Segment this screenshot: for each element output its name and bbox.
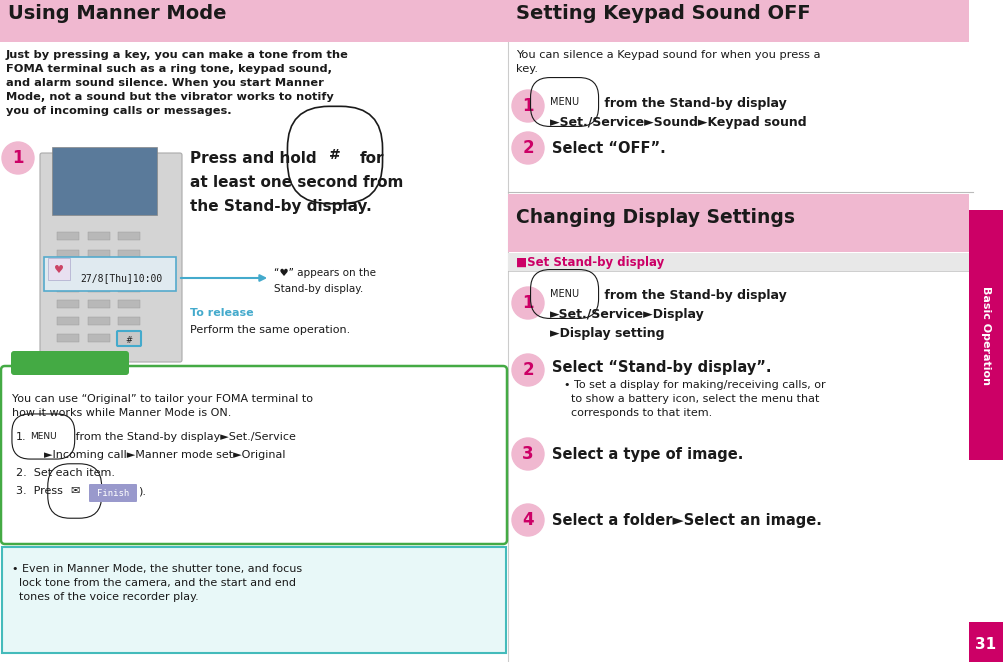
Text: Just by pressing a key, you can make a tone from the
FOMA terminal such as a rin: Just by pressing a key, you can make a t…: [6, 50, 348, 116]
Text: 1: 1: [522, 97, 534, 115]
Bar: [57, 300, 79, 308]
Bar: [88, 300, 110, 308]
Text: 2: 2: [522, 139, 534, 157]
Circle shape: [512, 90, 544, 122]
Text: Basic Operation: Basic Operation: [980, 285, 990, 385]
Text: 4: 4: [522, 511, 534, 529]
Bar: [508, 0, 968, 42]
Text: MENU: MENU: [550, 97, 579, 107]
Text: Changing Display Settings: Changing Display Settings: [516, 207, 794, 226]
Text: MENU: MENU: [550, 289, 579, 299]
Text: ■Set Stand-by display: ■Set Stand-by display: [516, 256, 664, 269]
Text: ►Set./Service►Sound►Keypad sound: ►Set./Service►Sound►Keypad sound: [550, 116, 805, 129]
Text: You can silence a Keypad sound for when you press a
key.: You can silence a Keypad sound for when …: [516, 50, 819, 74]
FancyBboxPatch shape: [2, 547, 506, 653]
Text: #: #: [125, 336, 132, 344]
FancyBboxPatch shape: [11, 351, 128, 375]
Bar: [57, 334, 79, 342]
Bar: [48, 258, 70, 280]
Text: Stand-by display.: Stand-by display.: [274, 284, 363, 294]
Text: Setting Keypad Sound OFF: Setting Keypad Sound OFF: [516, 3, 809, 23]
Bar: [88, 284, 110, 292]
Text: • Even in Manner Mode, the shutter tone, and focus
  lock tone from the camera, : • Even in Manner Mode, the shutter tone,…: [12, 564, 302, 602]
Text: ►Display setting: ►Display setting: [550, 327, 664, 340]
Bar: [57, 267, 79, 275]
Bar: [118, 284, 139, 292]
Text: the Stand-by display.: the Stand-by display.: [190, 199, 371, 214]
Circle shape: [512, 354, 544, 386]
Text: at least one second from: at least one second from: [190, 175, 403, 189]
Text: MENU: MENU: [30, 432, 56, 441]
Bar: [118, 300, 139, 308]
Text: from the Stand-by display: from the Stand-by display: [600, 97, 786, 110]
Text: Perform the same operation.: Perform the same operation.: [190, 325, 350, 335]
Bar: [52, 147, 156, 215]
Bar: [57, 317, 79, 325]
Bar: [57, 250, 79, 258]
Text: 1.: 1.: [16, 432, 27, 442]
Bar: [0, 0, 508, 42]
Circle shape: [2, 142, 34, 174]
Bar: [57, 284, 79, 292]
Text: ►Set./Service►Display: ►Set./Service►Display: [550, 308, 704, 321]
FancyBboxPatch shape: [40, 153, 182, 362]
Bar: [118, 334, 139, 342]
Text: Select a type of image.: Select a type of image.: [552, 447, 742, 462]
Bar: [118, 250, 139, 258]
Text: Press and hold: Press and hold: [190, 150, 316, 166]
Text: Select “OFF”.: Select “OFF”.: [552, 141, 665, 156]
Bar: [88, 267, 110, 275]
Bar: [508, 194, 968, 252]
Circle shape: [512, 504, 544, 536]
Bar: [118, 317, 139, 325]
Text: from the Stand-by display: from the Stand-by display: [600, 289, 786, 302]
Text: Finish: Finish: [96, 489, 129, 498]
Bar: [88, 250, 110, 258]
Text: Select “Stand-by display”.: Select “Stand-by display”.: [552, 360, 770, 375]
Text: Using Manner Mode: Using Manner Mode: [8, 3, 227, 23]
Text: ✉: ✉: [70, 486, 79, 496]
Text: ♥: ♥: [54, 265, 64, 275]
Text: 3.  Press: 3. Press: [16, 486, 66, 496]
Text: for: for: [360, 150, 384, 166]
FancyBboxPatch shape: [117, 331, 140, 346]
Text: 1: 1: [12, 149, 24, 167]
Text: ).: ).: [137, 486, 145, 496]
Text: You can use “Original” to tailor your FOMA terminal to
how it works while Manner: You can use “Original” to tailor your FO…: [12, 394, 313, 418]
Text: #: #: [329, 148, 341, 162]
Text: from the Stand-by display►Set./Service: from the Stand-by display►Set./Service: [72, 432, 296, 442]
Text: 31: 31: [975, 638, 996, 653]
Text: To release: To release: [190, 308, 254, 318]
Bar: [88, 334, 110, 342]
Bar: [88, 317, 110, 325]
Bar: [508, 0, 968, 662]
Text: 27/8[Thu]10:00: 27/8[Thu]10:00: [80, 273, 162, 283]
FancyBboxPatch shape: [1, 366, 507, 544]
Text: 2: 2: [522, 361, 534, 379]
Bar: [57, 232, 79, 240]
Text: 3: 3: [522, 445, 534, 463]
Text: ►Incoming call►Manner mode set►Original: ►Incoming call►Manner mode set►Original: [44, 450, 285, 460]
Bar: [968, 622, 1003, 662]
FancyBboxPatch shape: [89, 484, 136, 502]
Text: “♥” appears on the: “♥” appears on the: [274, 268, 376, 278]
Bar: [968, 210, 1003, 460]
FancyBboxPatch shape: [44, 257, 176, 291]
Text: 1: 1: [522, 294, 534, 312]
Circle shape: [512, 438, 544, 470]
Text: Select a folder►Select an image.: Select a folder►Select an image.: [552, 513, 821, 528]
Text: Using Original: Using Original: [28, 376, 111, 386]
Circle shape: [512, 132, 544, 164]
Bar: [88, 232, 110, 240]
Bar: [508, 253, 968, 271]
Text: • To set a display for making/receiving calls, or
  to show a battery icon, sele: • To set a display for making/receiving …: [564, 380, 824, 418]
Bar: [118, 267, 139, 275]
Circle shape: [512, 287, 544, 319]
Bar: [0, 0, 508, 662]
Bar: [118, 232, 139, 240]
Text: 2.  Set each item.: 2. Set each item.: [16, 468, 115, 478]
